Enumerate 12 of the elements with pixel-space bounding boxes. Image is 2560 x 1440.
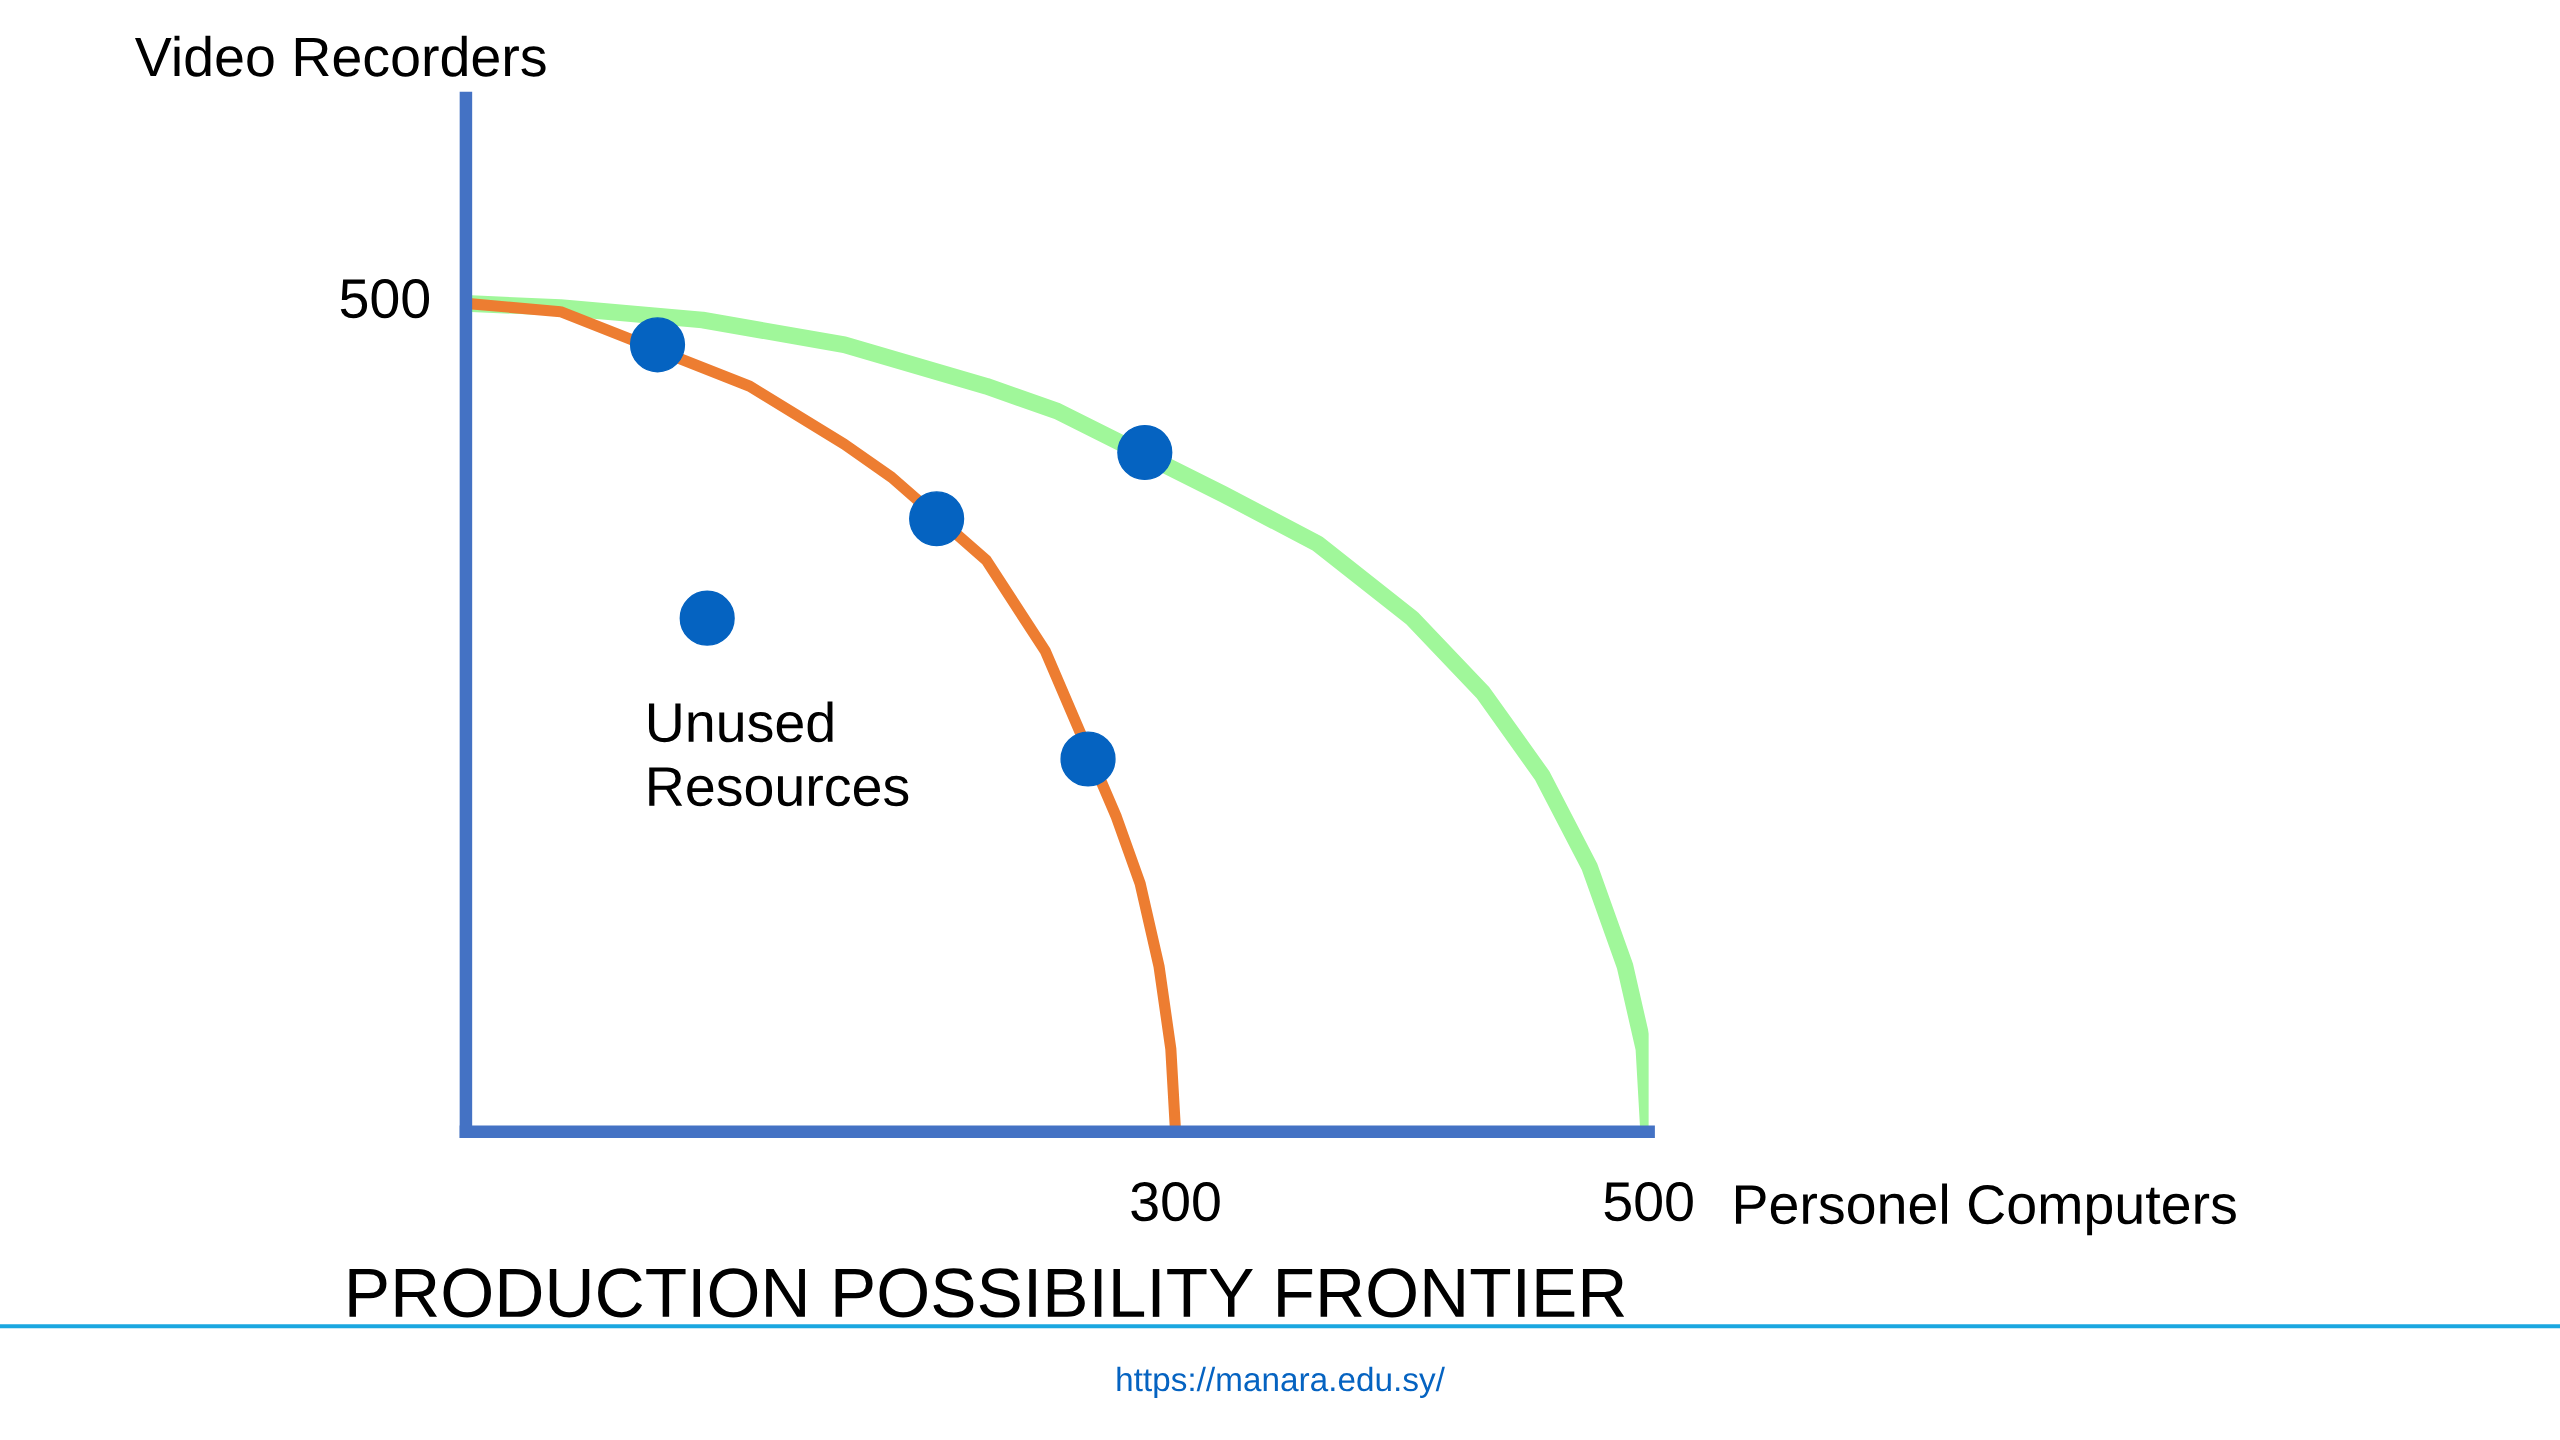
y-axis-title: Video Recorders	[135, 35, 546, 77]
annotation: 500	[340, 278, 430, 319]
point	[629, 317, 686, 373]
point	[1060, 731, 1116, 787]
x-axis-title: Personel Computers	[1735, 1183, 2236, 1236]
text: PRODUCTION POSSIBILITY FRONTIER	[349, 1268, 1625, 1318]
point	[909, 491, 965, 547]
x-tick-label: 300	[1131, 1181, 1220, 1222]
point	[1117, 424, 1173, 481]
point	[679, 590, 735, 646]
annotation: Unused Resources	[648, 701, 909, 807]
text: https://manara.edu.sy/	[1117, 1366, 1445, 1398]
